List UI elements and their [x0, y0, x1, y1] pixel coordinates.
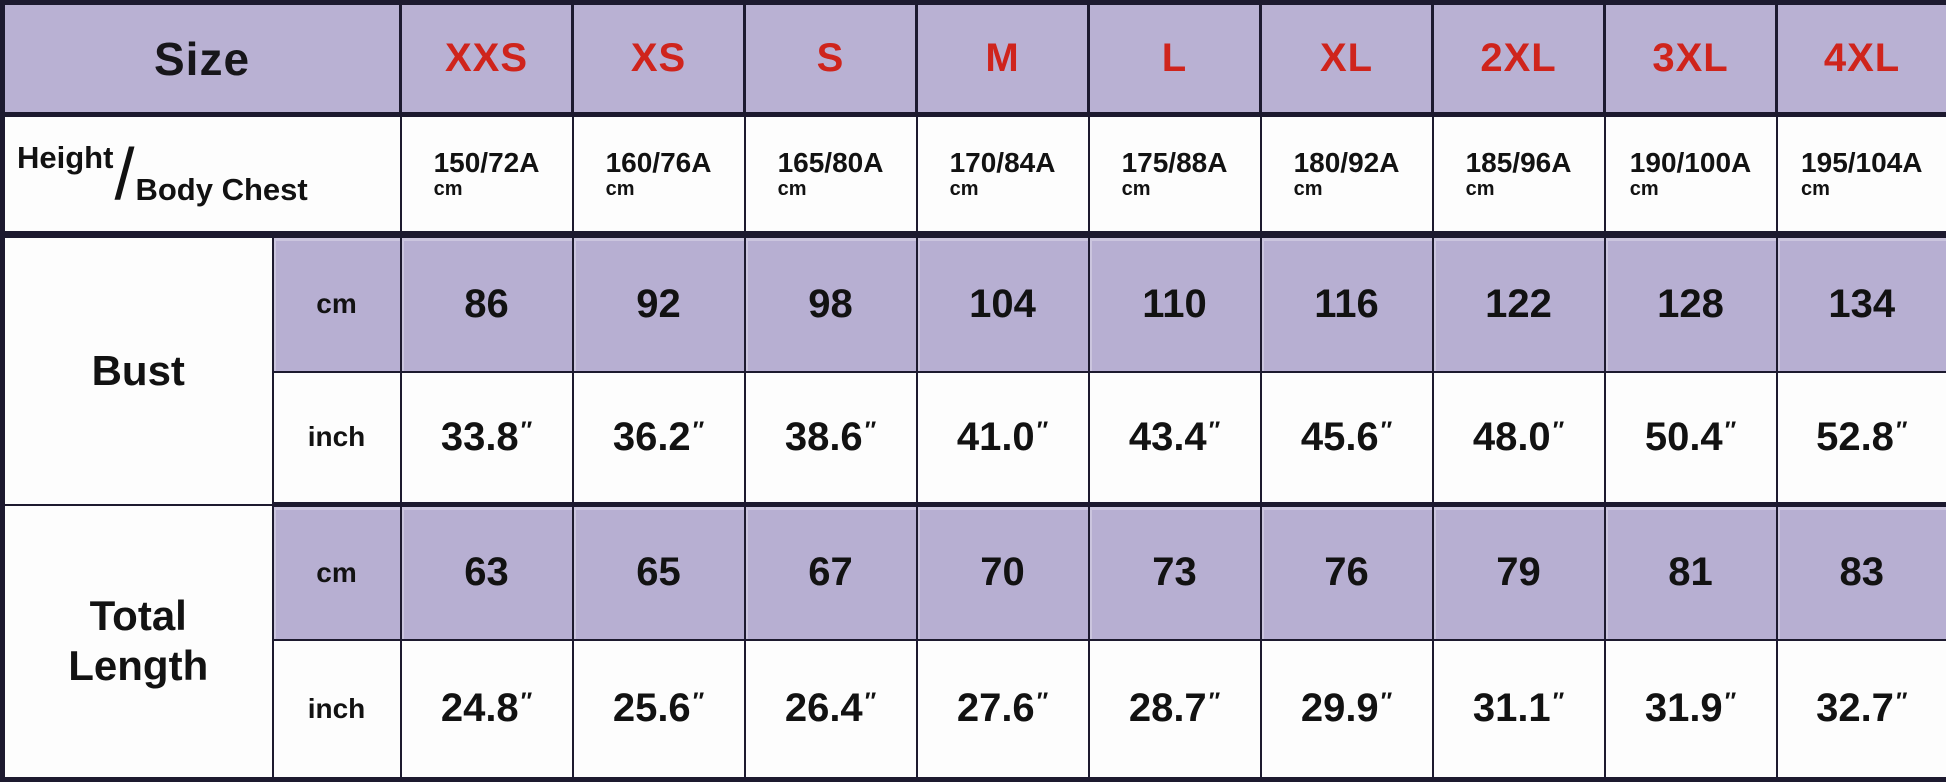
- inch-mark: ″: [1381, 688, 1393, 715]
- total-length-cm-value: 70: [917, 505, 1089, 640]
- size-col-3xl: 3XL: [1605, 3, 1777, 115]
- bust-inch-row: inch 33.8″ 36.2″ 38.6″ 41.0″ 43.4″ 45.6″…: [3, 372, 1946, 505]
- total-length-cm-value: 63: [401, 505, 573, 640]
- bust-cm-value: 110: [1089, 235, 1261, 372]
- bust-cm-value: 92: [573, 235, 745, 372]
- bust-inch-value: 48.0″: [1433, 372, 1605, 505]
- size-col-m: M: [917, 3, 1089, 115]
- inch-mark: ″: [1209, 688, 1221, 715]
- total-length-inch-value: 26.4″: [745, 640, 917, 780]
- total-length-inch-value: 32.7″: [1777, 640, 1946, 780]
- bust-cm-value: 116: [1261, 235, 1433, 372]
- bust-cm-value: 86: [401, 235, 573, 372]
- size-header-cell: Size: [3, 3, 401, 115]
- total-length-inch-value: 24.8″: [401, 640, 573, 780]
- inch-mark: ″: [1037, 688, 1049, 715]
- size-col-s: S: [745, 3, 917, 115]
- inch-mark: ″: [1896, 688, 1908, 715]
- inch-mark: ″: [1381, 417, 1393, 444]
- height-body-chest-label: Height / Body Chest: [5, 145, 400, 203]
- bust-inch-value: 45.6″: [1261, 372, 1433, 505]
- total-length-inch-value: 29.9″: [1261, 640, 1433, 780]
- total-length-label-cell: Total Length: [3, 505, 273, 780]
- total-length-inch-row: inch 24.8″ 25.6″ 26.4″ 27.6″ 28.7″ 29.9″…: [3, 640, 1946, 780]
- bust-label: Bust: [92, 347, 185, 394]
- size-title: Size: [154, 33, 250, 85]
- bust-cm-value: 122: [1433, 235, 1605, 372]
- slash-divider: /: [114, 147, 134, 205]
- inch-mark: ″: [693, 688, 705, 715]
- total-length-inch-value: 28.7″: [1089, 640, 1261, 780]
- bust-cm-row: Bust cm 86 92 98 104 110 116 122 128 134: [3, 235, 1946, 372]
- inch-mark: ″: [521, 688, 533, 715]
- inch-mark: ″: [1725, 417, 1737, 444]
- inch-mark: ″: [1725, 688, 1737, 715]
- bust-inch-value: 52.8″: [1777, 372, 1946, 505]
- total-length-cm-value: 73: [1089, 505, 1261, 640]
- inch-mark: ″: [693, 417, 705, 444]
- total-length-cm-value: 79: [1433, 505, 1605, 640]
- inch-mark: ″: [1037, 417, 1049, 444]
- inch-mark: ″: [865, 688, 877, 715]
- bust-cm-value: 134: [1777, 235, 1946, 372]
- bust-inch-value: 43.4″: [1089, 372, 1261, 505]
- bust-label-cell: Bust: [3, 235, 273, 505]
- total-length-cm-value: 67: [745, 505, 917, 640]
- height-body-chest-label-cell: Height / Body Chest: [3, 115, 401, 235]
- bust-inch-unit-cell: inch: [273, 372, 401, 505]
- bust-inch-value: 36.2″: [573, 372, 745, 505]
- total-length-cm-value: 76: [1261, 505, 1433, 640]
- inch-mark: ″: [865, 417, 877, 444]
- total-length-inch-value: 25.6″: [573, 640, 745, 780]
- inch-mark: ″: [1553, 417, 1565, 444]
- total-length-cm-unit-cell: cm: [273, 505, 401, 640]
- size-col-xl: XL: [1261, 3, 1433, 115]
- total-length-cm-value: 65: [573, 505, 745, 640]
- size-col-l: L: [1089, 3, 1261, 115]
- size-header-row: Size XXS XS S M L XL 2XL 3XL 4XL: [3, 3, 1946, 115]
- total-length-label: Total: [5, 591, 272, 641]
- total-length-cm-value: 83: [1777, 505, 1946, 640]
- total-length-cm-value: 81: [1605, 505, 1777, 640]
- size-col-2xl: 2XL: [1433, 3, 1605, 115]
- bust-cm-value: 104: [917, 235, 1089, 372]
- total-length-inch-unit-cell: inch: [273, 640, 401, 780]
- size-col-4xl: 4XL: [1777, 3, 1946, 115]
- bust-cm-value: 128: [1605, 235, 1777, 372]
- bust-cm-unit-cell: cm: [273, 235, 401, 372]
- total-length-inch-value: 31.9″: [1605, 640, 1777, 780]
- total-length-cm-row: Total Length cm 63 65 67 70 73 76 79 81 …: [3, 505, 1946, 640]
- bust-inch-value: 33.8″: [401, 372, 573, 505]
- inch-mark: ″: [1896, 417, 1908, 444]
- inch-mark: ″: [521, 417, 533, 444]
- size-col-xxs: XXS: [401, 3, 573, 115]
- bust-inch-value: 50.4″: [1605, 372, 1777, 505]
- inch-mark: ″: [1209, 417, 1221, 444]
- bust-cm-value: 98: [745, 235, 917, 372]
- total-length-inch-value: 27.6″: [917, 640, 1089, 780]
- size-col-xs: XS: [573, 3, 745, 115]
- total-length-inch-value: 31.1″: [1433, 640, 1605, 780]
- bust-inch-value: 38.6″: [745, 372, 917, 505]
- inch-mark: ″: [1553, 688, 1565, 715]
- bust-inch-value: 41.0″: [917, 372, 1089, 505]
